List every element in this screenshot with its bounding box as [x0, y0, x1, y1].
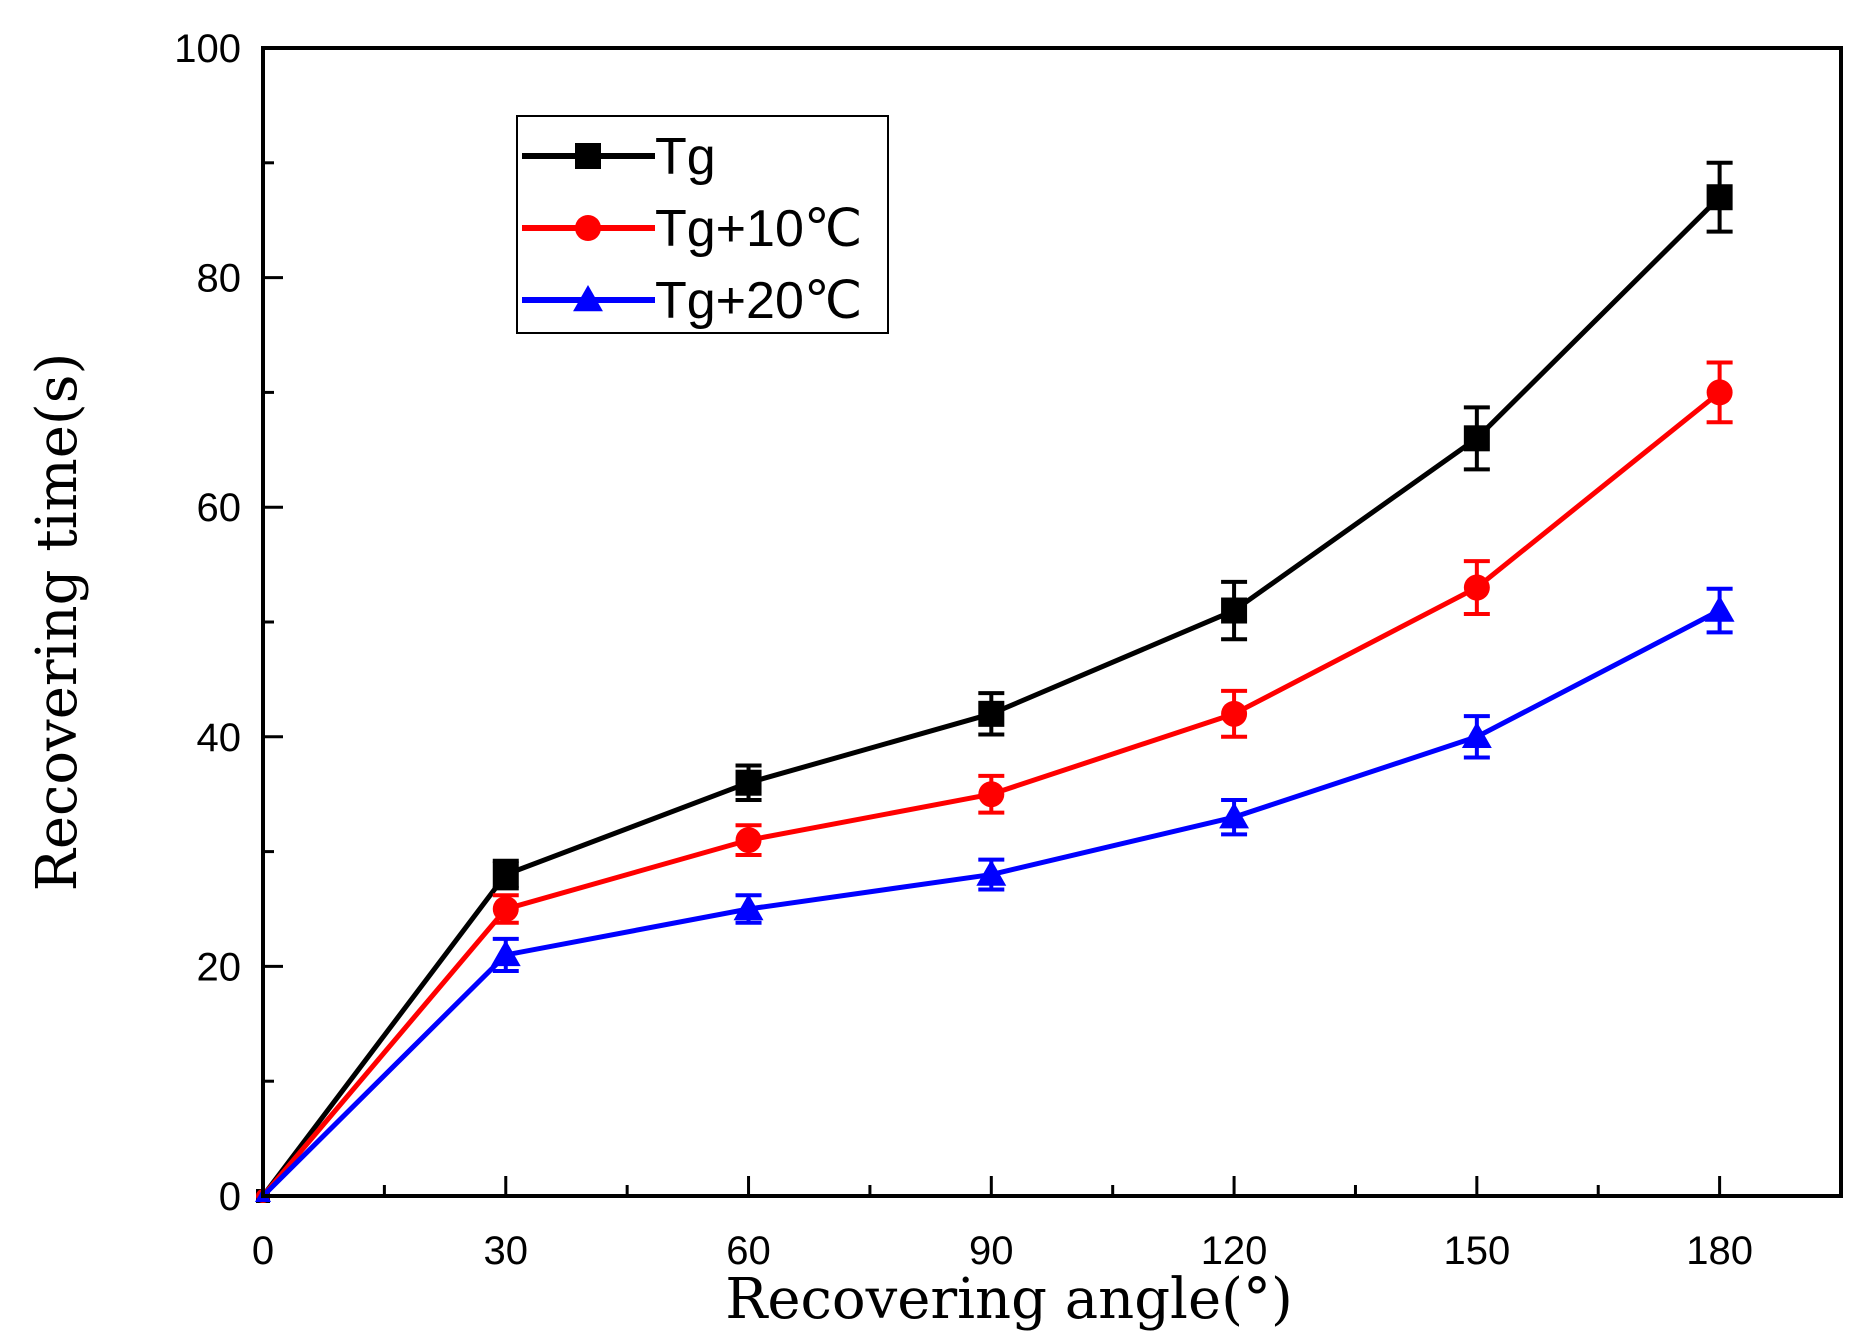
data-point-0-1: [492, 861, 519, 888]
legend-entry-2: Tg+20℃: [522, 272, 862, 330]
legend-entry-1: Tg+10℃: [522, 200, 862, 258]
data-point-2-2: [733, 894, 764, 921]
legend-marker-0: [575, 143, 601, 169]
x-tick-label-60: 60: [726, 1229, 771, 1273]
series-2: [254, 586, 1735, 1203]
x-tick-label-120: 120: [1201, 1229, 1268, 1273]
data-point-0-3: [978, 700, 1005, 727]
legend-entry-0: Tg: [522, 128, 716, 186]
data-point-2-5: [1461, 721, 1492, 749]
data-point-1-5: [1463, 574, 1490, 601]
data-point-1-6: [1706, 379, 1733, 406]
series-layer: [254, 160, 1735, 1203]
x-axis-title: Recovering angle(°): [725, 1267, 1293, 1332]
y-tick-label-100: 100: [174, 27, 241, 71]
data-point-0-5: [1463, 425, 1490, 452]
data-point-2-3: [976, 859, 1007, 886]
data-point-2-4: [1219, 802, 1250, 829]
y-tick-label-60: 60: [197, 486, 242, 530]
legend: Tg Tg+10℃ Tg+20℃: [516, 115, 889, 334]
y-tick-label-0: 0: [219, 1175, 241, 1219]
legend-marker-2: [573, 285, 603, 312]
y-tick-label-40: 40: [197, 716, 242, 760]
data-point-0-4: [1221, 597, 1248, 624]
axis-ticks: 0 30 60 90 120 150 180 0 20 40 60 80 100: [174, 27, 1753, 1273]
series-1: [256, 360, 1733, 1203]
legend-label-0: Tg: [655, 128, 716, 186]
legend-label-2: Tg+20℃: [655, 272, 862, 330]
plot-frame: [261, 46, 1843, 1198]
y-tick-label-20: 20: [197, 945, 242, 989]
y-tick-label-80: 80: [197, 257, 242, 301]
x-tick-label-150: 150: [1443, 1229, 1510, 1273]
y-axis-title: Recovering time(s): [25, 353, 90, 892]
series-0: [256, 160, 1733, 1203]
x-tick-label-0: 0: [252, 1229, 274, 1273]
data-point-1-4: [1221, 700, 1248, 727]
legend-marker-1: [575, 215, 601, 241]
data-point-2-1: [490, 939, 521, 967]
x-tick-label-90: 90: [969, 1229, 1014, 1273]
data-point-1-1: [492, 896, 519, 922]
data-point-0-2: [735, 769, 762, 796]
data-point-2-6: [1704, 595, 1735, 622]
legend-label-1: Tg+10℃: [655, 200, 862, 258]
x-tick-label-30: 30: [484, 1229, 529, 1273]
x-tick-label-180: 180: [1686, 1229, 1753, 1273]
data-point-0-6: [1706, 184, 1733, 211]
data-point-1-2: [735, 827, 762, 854]
data-point-1-3: [978, 781, 1005, 808]
